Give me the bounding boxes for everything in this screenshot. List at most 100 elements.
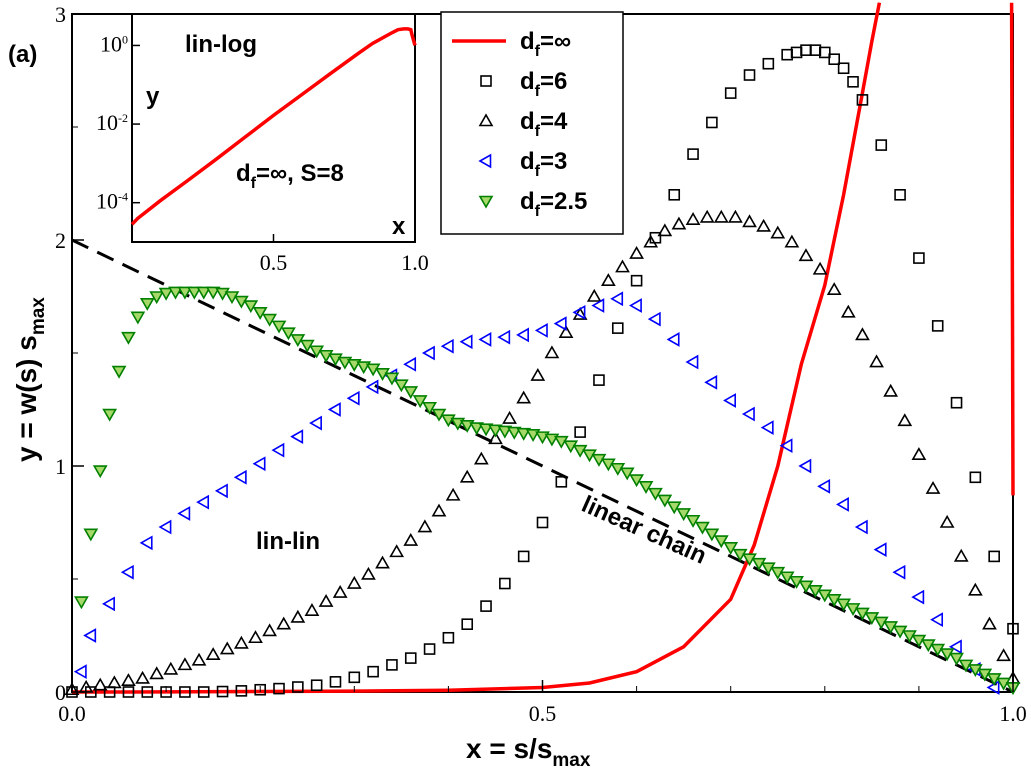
legend-label: df=3: [520, 148, 567, 180]
data-point: [276, 616, 292, 630]
data-point: [304, 603, 320, 616]
data-point: [445, 487, 461, 501]
data-point: [950, 396, 963, 409]
data-point: [555, 476, 568, 488]
data-point: [365, 379, 379, 395]
data-point: [233, 469, 247, 485]
inset-y-tick-label: 100: [100, 31, 128, 56]
data-point: [130, 311, 146, 325]
legend-item-d25: df=2.5: [478, 188, 587, 220]
inset-line: [130, 27, 417, 226]
data-point: [666, 332, 680, 347]
inset-annotation: df=∞, S=8: [236, 160, 344, 192]
data-point: [393, 379, 409, 393]
data-point: [869, 354, 884, 368]
data-point: [875, 139, 888, 151]
data-point: [558, 325, 574, 338]
data-point: [930, 612, 944, 628]
data-point: [969, 471, 982, 484]
data-point: [676, 508, 692, 522]
data-point: [442, 631, 455, 644]
data-point: [440, 338, 454, 354]
data-point: [384, 372, 400, 386]
data-point: [243, 300, 259, 314]
data-point: [591, 298, 605, 313]
data-point: [668, 189, 681, 201]
data-point: [216, 685, 229, 698]
data-point: [892, 564, 906, 580]
data-point: [197, 686, 210, 698]
data-point: [600, 273, 616, 286]
data-point: [982, 616, 997, 630]
data-point: [553, 316, 567, 331]
data-point: [817, 478, 831, 494]
data-point: [685, 354, 699, 370]
legend-marker-triangle-left: [478, 153, 492, 169]
data-point: [309, 415, 322, 431]
data-point: [713, 535, 729, 549]
data-point: [1007, 622, 1019, 635]
data-point: [469, 422, 485, 436]
data-point: [121, 673, 136, 687]
data-point: [92, 465, 108, 479]
data-point: [781, 48, 793, 61]
data-point: [163, 661, 179, 675]
legend-item-d6: df=6: [480, 68, 567, 100]
data-point: [329, 676, 342, 688]
data-point: [534, 323, 548, 338]
data-point: [497, 329, 511, 345]
inset-frame: [131, 13, 416, 243]
inset-x-tick-label: 1.0: [401, 250, 429, 275]
data-point: [574, 426, 586, 438]
data-point: [168, 286, 183, 300]
inset-x-tick-label: 0.5: [260, 250, 288, 275]
data-point: [281, 327, 296, 341]
data-point: [488, 431, 503, 445]
data-point: [497, 425, 513, 439]
legend-item-inf: df=∞: [452, 28, 571, 60]
inset-y-label: y: [146, 83, 160, 110]
data-point: [367, 665, 379, 678]
data-point: [953, 548, 969, 562]
data-point: [894, 189, 906, 201]
data-point: [480, 600, 492, 612]
data-point: [685, 514, 701, 528]
data-point: [473, 451, 489, 465]
data-point: [158, 287, 174, 301]
series-line: [71, 2, 882, 694]
data-point: [273, 682, 285, 695]
data-point: [685, 212, 701, 225]
data-point: [149, 291, 165, 305]
data-point: [699, 209, 715, 223]
data-point: [488, 424, 503, 438]
data-point: [139, 297, 155, 311]
data-point: [855, 327, 870, 341]
main-plot: 0.0 0.5 1.0 0 1 2 3: [55, 2, 1027, 726]
data-point: [141, 686, 154, 698]
data-point: [949, 652, 964, 666]
data-point: [196, 494, 210, 510]
data-point: [948, 639, 962, 655]
data-point: [516, 390, 532, 404]
data-point: [840, 304, 856, 318]
data-point: [252, 456, 266, 472]
data-point: [219, 641, 235, 655]
data-point: [262, 623, 277, 637]
data-point: [724, 87, 737, 99]
data-point: [327, 402, 341, 417]
data-point: [911, 589, 925, 605]
data-point: [135, 670, 150, 684]
data-point: [826, 282, 842, 296]
data-point: [120, 564, 134, 580]
data-point: [728, 209, 743, 223]
data-point: [214, 483, 228, 499]
data-point: [186, 286, 202, 300]
data-point: [205, 286, 221, 300]
data-point: [516, 427, 532, 441]
data-point: [235, 685, 248, 697]
data-point: [671, 216, 687, 230]
data-point: [517, 550, 530, 563]
data-point: [73, 664, 87, 680]
series-df-inf-tail: [1009, 2, 1015, 496]
data-point: [191, 652, 207, 666]
